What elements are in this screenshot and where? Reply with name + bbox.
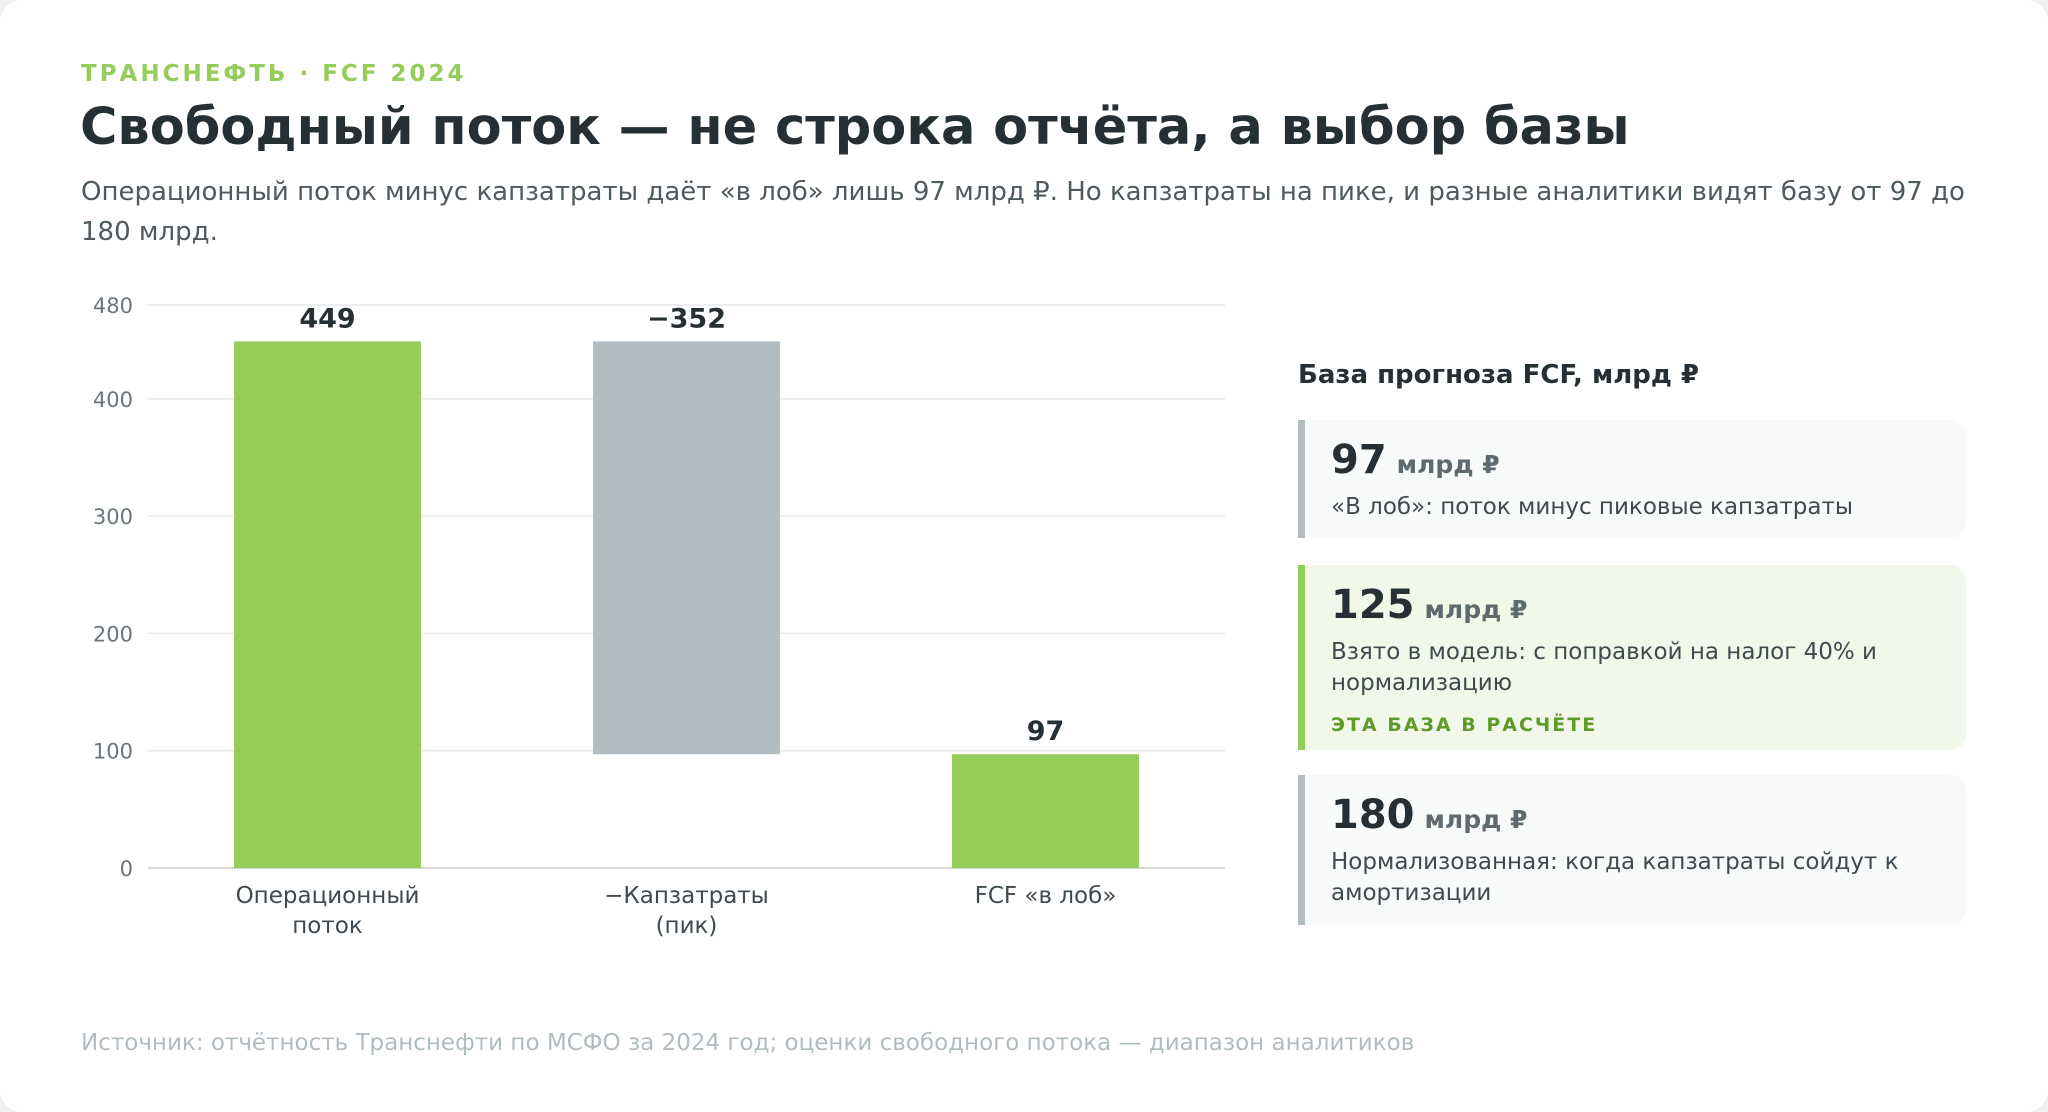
bar <box>593 341 780 755</box>
bar-value-label: 97 <box>1027 716 1065 747</box>
y-tick-label: 400 <box>93 388 133 412</box>
base-card-tag: ЭТА БАЗА В РАСЧЁТЕ <box>1331 714 1598 736</box>
bar <box>952 754 1139 868</box>
source-note: Источник: отчётность Транснефти по МСФО … <box>81 1030 1415 1056</box>
x-tick-label: −Капзатраты (пик) <box>604 883 769 939</box>
bar-value-label: 449 <box>299 303 355 334</box>
base-card-unit: млрд ₽ <box>1424 595 1528 624</box>
y-tick-label: 100 <box>93 740 133 764</box>
base-card-desc: Нормализованная: когда капзатраты сойдут… <box>1331 849 1899 906</box>
base-card-180: 180 млрд ₽ Нормализованная: когда капзатр… <box>1298 775 1966 925</box>
y-tick-label: 200 <box>93 622 133 646</box>
base-card-value: 125 <box>1331 582 1415 628</box>
bar <box>234 341 421 868</box>
y-tick-label: 300 <box>93 505 133 529</box>
base-card-125: 125 млрд ₽ Взято в модель: с поправкой на… <box>1298 565 1966 750</box>
panel-title: База прогноза FCF, млрд ₽ <box>1298 360 1700 390</box>
y-tick-label: 0 <box>120 857 133 881</box>
base-card-unit: млрд ₽ <box>1424 805 1528 834</box>
bar-value-label: −352 <box>647 303 726 334</box>
y-tick-label: 480 <box>93 294 133 318</box>
base-card-value-row: 180 млрд ₽ <box>1331 791 1940 839</box>
page-subtitle: Операционный поток минус капзатраты даёт… <box>81 177 1965 247</box>
base-card-desc: Взято в модель: с поправкой на налог 40%… <box>1331 639 1877 696</box>
base-card-value-row: 97 млрд ₽ <box>1331 436 1940 484</box>
base-card-unit: млрд ₽ <box>1396 450 1500 479</box>
base-card-value-row: 125 млрд ₽ <box>1331 581 1940 629</box>
x-tick-label: Операционный поток <box>236 883 420 939</box>
base-card-value: 180 <box>1331 792 1415 838</box>
x-tick-label: FCF «в лоб» <box>975 883 1117 909</box>
base-card-desc: «В лоб»: поток минус пиковые капзатраты <box>1331 494 1854 520</box>
base-card-97: 97 млрд ₽ «В лоб»: поток минус пиковые ка… <box>1298 420 1966 538</box>
base-card-value: 97 <box>1331 437 1387 483</box>
eyebrow: ТРАНСНЕФТЬ · FCF 2024 <box>81 61 467 87</box>
page-title: Свободный поток — не строка отчёта, а вы… <box>80 98 1630 157</box>
